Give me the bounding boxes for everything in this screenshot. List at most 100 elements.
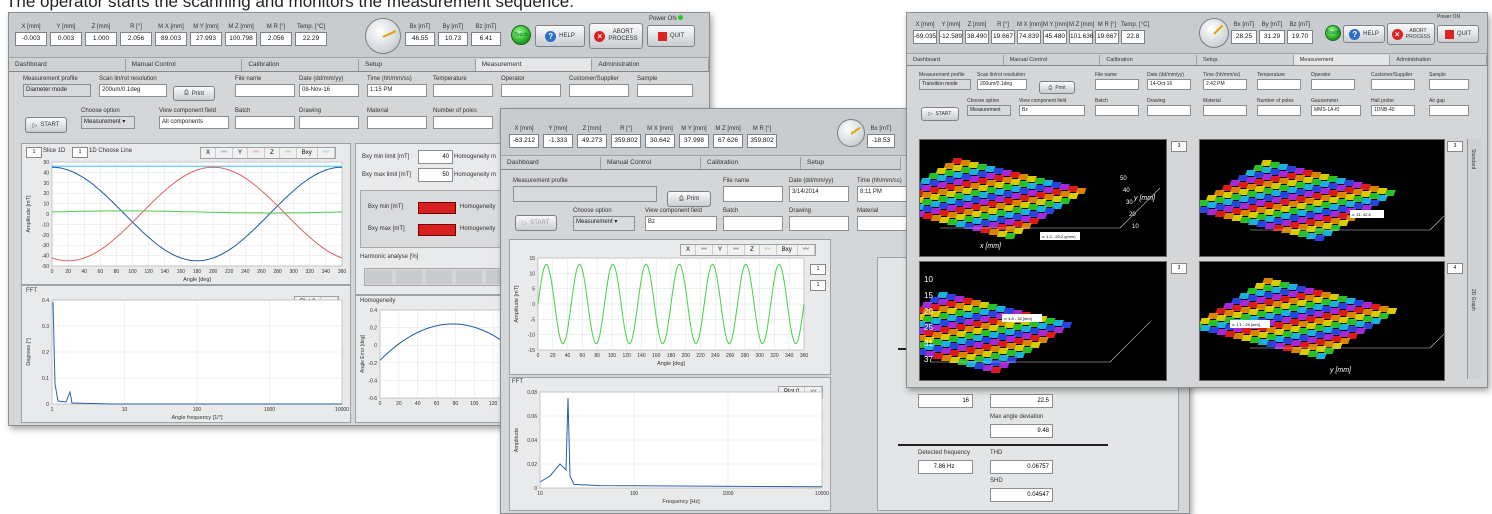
choose-option-select[interactable]: Choose option Measurement ▾ xyxy=(81,107,135,129)
choose-option-select[interactable]: Choose option Measurement ▾ xyxy=(573,207,635,231)
file-name-field[interactable]: File name xyxy=(235,75,295,97)
number-of-poles-field[interactable]: Number of poles xyxy=(433,107,493,129)
start-button[interactable]: ▷ START xyxy=(921,107,959,121)
material-field[interactable]: Material xyxy=(857,207,907,231)
help-button[interactable]: ? HELP xyxy=(1343,25,1385,43)
tab-dashboard[interactable]: Dashboard xyxy=(907,55,1004,65)
gaussmeter-field[interactable]: Gaussmeter MMS-1A-f0 xyxy=(1311,97,1361,116)
print-button[interactable]: ⎙ Print xyxy=(173,86,215,101)
sample-field[interactable]: Sample xyxy=(1429,71,1469,90)
plot-spinner-1[interactable]: 3 xyxy=(1171,141,1187,152)
x-tick-label: 1000 xyxy=(722,491,733,497)
plot-spinner-2[interactable]: 3 xyxy=(1447,141,1463,152)
temperature-field[interactable]: Temperature xyxy=(433,75,493,97)
drawing-field[interactable]: Drawing xyxy=(299,107,359,129)
y-tick-label: 40 xyxy=(43,170,49,176)
x-tick-label: 1000 xyxy=(264,407,275,413)
tab-manual-control[interactable]: Manual Control xyxy=(601,157,701,169)
side-tab-2d-graph[interactable]: 2D Graph xyxy=(1470,289,1476,311)
readout-temp-c: Temp. [°C] 22.29 xyxy=(295,23,327,46)
customer-field[interactable]: Customer/Supplier xyxy=(1371,71,1415,90)
x-tick-label: 10000 xyxy=(335,407,349,413)
material-field[interactable]: Material xyxy=(1203,97,1247,116)
axis-label: Angle [deg] xyxy=(657,361,685,367)
help-icon: ? xyxy=(1349,28,1361,40)
touch-led[interactable]: Touch xyxy=(511,25,531,45)
line-spinner[interactable]: 1 xyxy=(72,147,88,158)
time-field[interactable]: Time (hh/mm/ss) 2:42 PM xyxy=(1203,71,1247,90)
x-tick-label: 60 xyxy=(98,269,104,275)
start-button[interactable]: ▷ START xyxy=(515,215,557,231)
print-button[interactable]: ⎙ Print xyxy=(1039,81,1075,94)
file-name-field[interactable]: File name xyxy=(1095,71,1139,90)
quit-button[interactable]: QUIT xyxy=(647,25,695,47)
abort-process-button[interactable]: × ABORT PROCESS xyxy=(1387,23,1435,45)
hall-probe-field[interactable]: Hall probe 1DNB-40 xyxy=(1371,97,1415,116)
axis-label: Angle Error [deg] xyxy=(360,334,366,372)
tab-setup[interactable]: Setup xyxy=(801,157,901,169)
date-field[interactable]: Date (dd/mm/yy) 08-Nov-16 xyxy=(299,75,359,97)
scan-resolution-field[interactable]: Scan lin/rot resolution 200um/0.1deg xyxy=(99,75,167,97)
batch-field[interactable]: Batch xyxy=(1095,97,1139,116)
plot-spinner-2[interactable]: 1 xyxy=(810,280,826,291)
drawing-field[interactable]: Drawing xyxy=(789,207,849,231)
choose-option-select[interactable]: Choose option Measurement xyxy=(967,97,1011,116)
file-name-field[interactable]: File name xyxy=(723,177,783,202)
tab-administration[interactable]: Administration xyxy=(592,59,709,71)
measurement-profile-field[interactable]: Measurement profile Diameter mode xyxy=(23,75,91,97)
tab-manual-control[interactable]: Manual Control xyxy=(125,59,243,71)
tab-calibration[interactable]: Calibration xyxy=(701,157,801,169)
scan-resolution-field[interactable]: Scan lin/rot resolution 200um/0.1deg xyxy=(977,71,1027,90)
temperature-field[interactable]: Temperature xyxy=(1257,71,1301,90)
measurement-profile-field[interactable]: Measurement profile xyxy=(513,177,657,202)
view-component-select[interactable]: View component field All components xyxy=(159,107,229,129)
date-field[interactable]: Date (dd/mm/yy) 3/14/2014 xyxy=(789,177,849,202)
tab-measurement[interactable]: Measurement xyxy=(1293,55,1391,65)
operator-field[interactable]: Operator xyxy=(501,75,561,97)
tab-setup[interactable]: Setup xyxy=(1197,55,1294,65)
print-button[interactable]: ⎙ Print xyxy=(667,191,711,207)
tab-calibration[interactable]: Calibration xyxy=(1100,55,1198,65)
view-component-select[interactable]: View component field Bz xyxy=(1019,97,1085,116)
date-field[interactable]: Date (dd/mm/yy) 14-Oct-16 xyxy=(1147,71,1191,90)
bxy-max-limit-input[interactable]: 50 xyxy=(418,168,453,182)
customer-field[interactable]: Customer/Supplier xyxy=(569,75,629,97)
surface-plot-2: x: 31, 42.6 xyxy=(1199,139,1445,257)
tab-measurement[interactable]: Measurement xyxy=(475,59,593,71)
readout-m-x-mm: M X [mm] 30.642 xyxy=(645,125,675,148)
plot-spinner-3[interactable]: 3 xyxy=(1171,263,1187,274)
drawing-field[interactable]: Drawing xyxy=(1147,97,1191,116)
number-of-poles-field[interactable]: Number of poles xyxy=(1257,97,1301,116)
help-button[interactable]: ? HELP xyxy=(535,25,585,47)
tab-dashboard[interactable]: Dashboard xyxy=(9,59,126,71)
x-tick-label: 320 xyxy=(770,353,779,359)
plot-spinner-4[interactable]: 4 xyxy=(1447,263,1463,274)
measurement-profile-field[interactable]: Measurement profile Transition mode xyxy=(919,71,971,90)
tab-dashboard[interactable]: Dashboard xyxy=(501,157,601,169)
bxy-min-limit-input[interactable]: 40 xyxy=(418,150,453,164)
batch-field[interactable]: Batch xyxy=(235,107,295,129)
tab-administration[interactable]: Administration xyxy=(1390,55,1487,65)
material-field[interactable]: Material xyxy=(367,107,427,129)
operator-field[interactable]: Operator xyxy=(1311,71,1355,90)
x-tick-label: 200 xyxy=(682,353,691,359)
tab-setup[interactable]: Setup xyxy=(359,59,476,71)
side-tab-standard[interactable]: Standard xyxy=(1470,149,1476,170)
plot-spinner-1[interactable]: 1 xyxy=(810,264,826,275)
tab-calibration[interactable]: Calibration xyxy=(242,59,360,71)
axis-label: Amplitude xyxy=(514,428,520,452)
touch-led[interactable]: Touch xyxy=(1325,25,1341,41)
slice-spinner[interactable]: 1 xyxy=(26,147,42,158)
start-button[interactable]: ▷ START xyxy=(25,117,67,133)
main-tabs: Dashboard Manual Control Calibration Set… xyxy=(907,55,1487,66)
time-field[interactable]: Time (hh/mm/ss) 1:15 PM xyxy=(367,75,427,97)
quit-button[interactable]: QUIT xyxy=(1437,25,1479,43)
surface-mesh xyxy=(920,292,1073,373)
time-field[interactable]: Time (hh/mm/ss) 8:11 PM xyxy=(857,177,907,202)
tab-manual-control[interactable]: Manual Control xyxy=(1003,55,1101,65)
air-gap-field[interactable]: Air gap xyxy=(1429,97,1469,116)
abort-process-button[interactable]: × ABORT PROCESS xyxy=(589,23,643,49)
view-component-select[interactable]: View component field Bz xyxy=(645,207,717,231)
batch-field[interactable]: Batch xyxy=(723,207,783,231)
sample-field[interactable]: Sample xyxy=(637,75,693,97)
